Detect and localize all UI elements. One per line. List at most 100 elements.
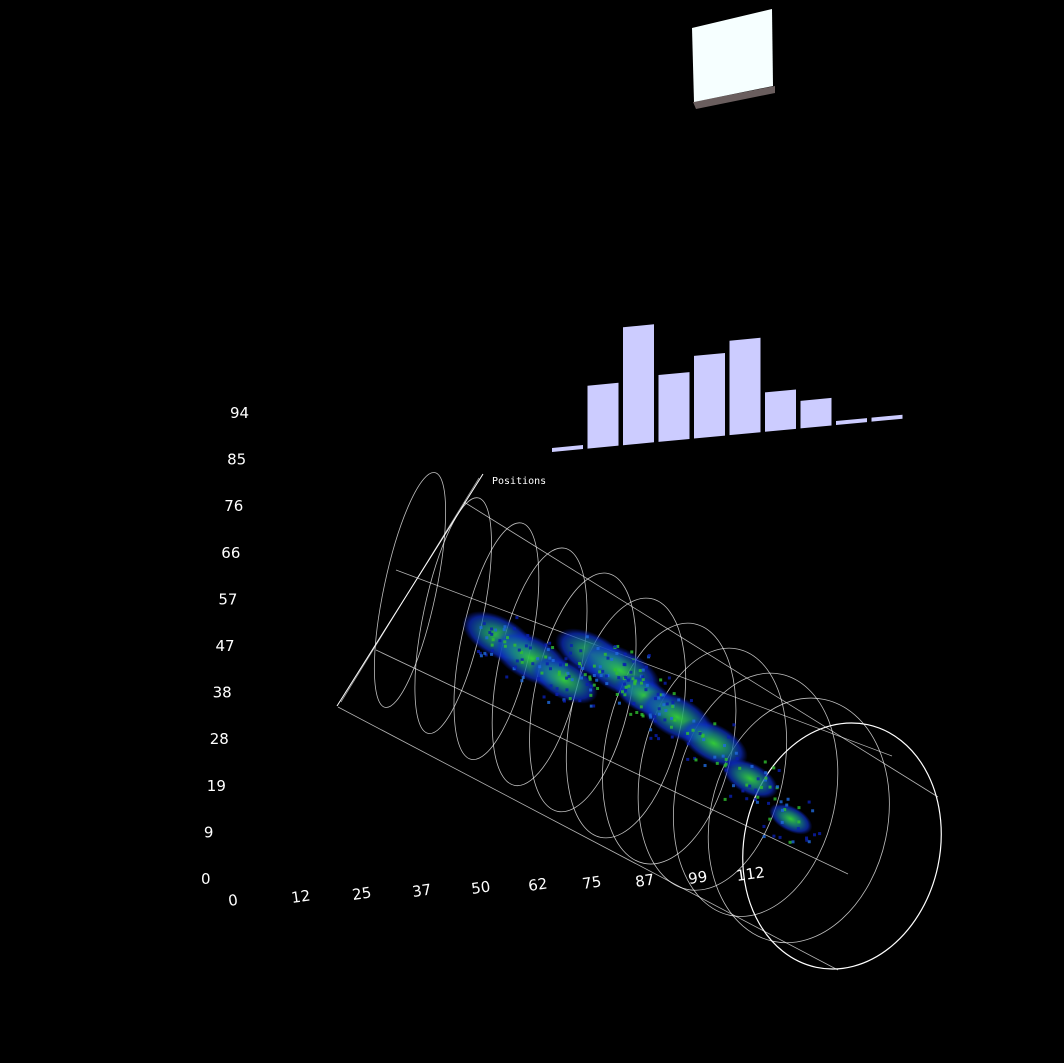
density-point	[813, 833, 817, 837]
density-point	[564, 657, 568, 661]
density-point	[548, 656, 552, 660]
density-point	[686, 731, 690, 735]
density-point	[578, 661, 582, 665]
density-point	[631, 659, 635, 663]
density-point	[641, 714, 645, 718]
density-point	[638, 669, 642, 673]
cylinder-frame	[336, 472, 942, 971]
density-point	[657, 707, 661, 711]
density-point	[775, 785, 779, 789]
cylinder-ring	[373, 472, 447, 708]
cylinder-guide-line	[375, 649, 849, 875]
density-point	[818, 832, 822, 836]
density-point	[748, 784, 752, 788]
density-point	[644, 688, 648, 692]
density-point	[664, 708, 668, 712]
density-point	[545, 662, 549, 666]
density-point	[568, 697, 572, 701]
density-point	[557, 670, 561, 674]
density-point	[503, 625, 507, 629]
cylinder-guide-line	[337, 706, 839, 971]
density-point	[745, 797, 749, 801]
density-point	[626, 678, 630, 682]
density-point	[791, 840, 795, 844]
cylinder-guide-line	[463, 501, 939, 798]
density-point	[762, 835, 766, 839]
density-point	[653, 719, 657, 723]
density-point	[476, 649, 480, 653]
histogram-bar	[765, 389, 796, 432]
density-point	[544, 655, 548, 659]
y-tick-label: 47	[216, 637, 235, 655]
density-point	[671, 705, 675, 709]
density-point	[673, 718, 677, 722]
x-tick-label: 87	[634, 870, 655, 890]
density-point	[537, 677, 541, 681]
density-cluster	[529, 655, 598, 704]
density-point	[773, 797, 777, 801]
density-point	[659, 693, 663, 697]
density-point	[677, 698, 681, 702]
density-point	[579, 676, 583, 680]
density-point	[616, 644, 620, 648]
density-point	[659, 678, 663, 682]
density-point	[662, 703, 666, 707]
density-point	[735, 757, 739, 761]
front-axis-line	[340, 477, 480, 703]
density-point	[656, 692, 660, 696]
density-point	[603, 652, 607, 656]
density-point	[723, 744, 727, 748]
density-point	[567, 674, 571, 678]
density-point	[724, 768, 728, 772]
density-point	[772, 766, 776, 770]
density-point	[623, 652, 627, 656]
density-point	[701, 733, 705, 737]
density-point	[595, 678, 599, 682]
density-point	[502, 628, 506, 632]
density-point	[715, 761, 719, 765]
density-point	[483, 651, 487, 655]
density-point	[781, 808, 785, 812]
density-point	[565, 688, 569, 692]
density-point	[491, 638, 495, 642]
density-point	[620, 690, 624, 694]
density-point	[513, 665, 517, 669]
density-point	[764, 771, 768, 775]
cylinder-ring	[707, 697, 890, 944]
x-tick-label: 112	[735, 863, 766, 885]
density-point	[767, 801, 771, 805]
density-point	[756, 777, 760, 781]
density-point	[592, 683, 596, 687]
density-point	[544, 643, 548, 647]
density-point	[583, 673, 587, 677]
density-point	[663, 681, 667, 685]
x-tick-label: 25	[351, 883, 372, 903]
density-point	[598, 665, 602, 669]
density-point	[713, 755, 717, 759]
density-point	[604, 674, 608, 678]
density-point	[788, 840, 792, 844]
density-point	[691, 728, 695, 732]
y-tick-label: 76	[224, 497, 243, 515]
density-point	[738, 766, 742, 770]
y-tick-label: 85	[227, 451, 246, 469]
histogram	[552, 324, 903, 452]
density-point	[622, 682, 626, 686]
density-point	[536, 657, 540, 661]
density-point	[520, 660, 524, 664]
density-point	[756, 795, 760, 799]
density-point	[641, 675, 645, 679]
histogram-bar	[836, 418, 867, 426]
density-point	[723, 764, 727, 768]
density-point	[598, 670, 602, 674]
density-point	[592, 704, 596, 708]
density-point	[615, 671, 619, 675]
histogram-bar	[552, 445, 583, 452]
density-point	[542, 695, 546, 699]
density-point	[779, 800, 783, 804]
density-point	[490, 627, 494, 631]
density-point	[630, 650, 634, 654]
density-point	[519, 650, 523, 654]
density-point	[490, 652, 494, 656]
